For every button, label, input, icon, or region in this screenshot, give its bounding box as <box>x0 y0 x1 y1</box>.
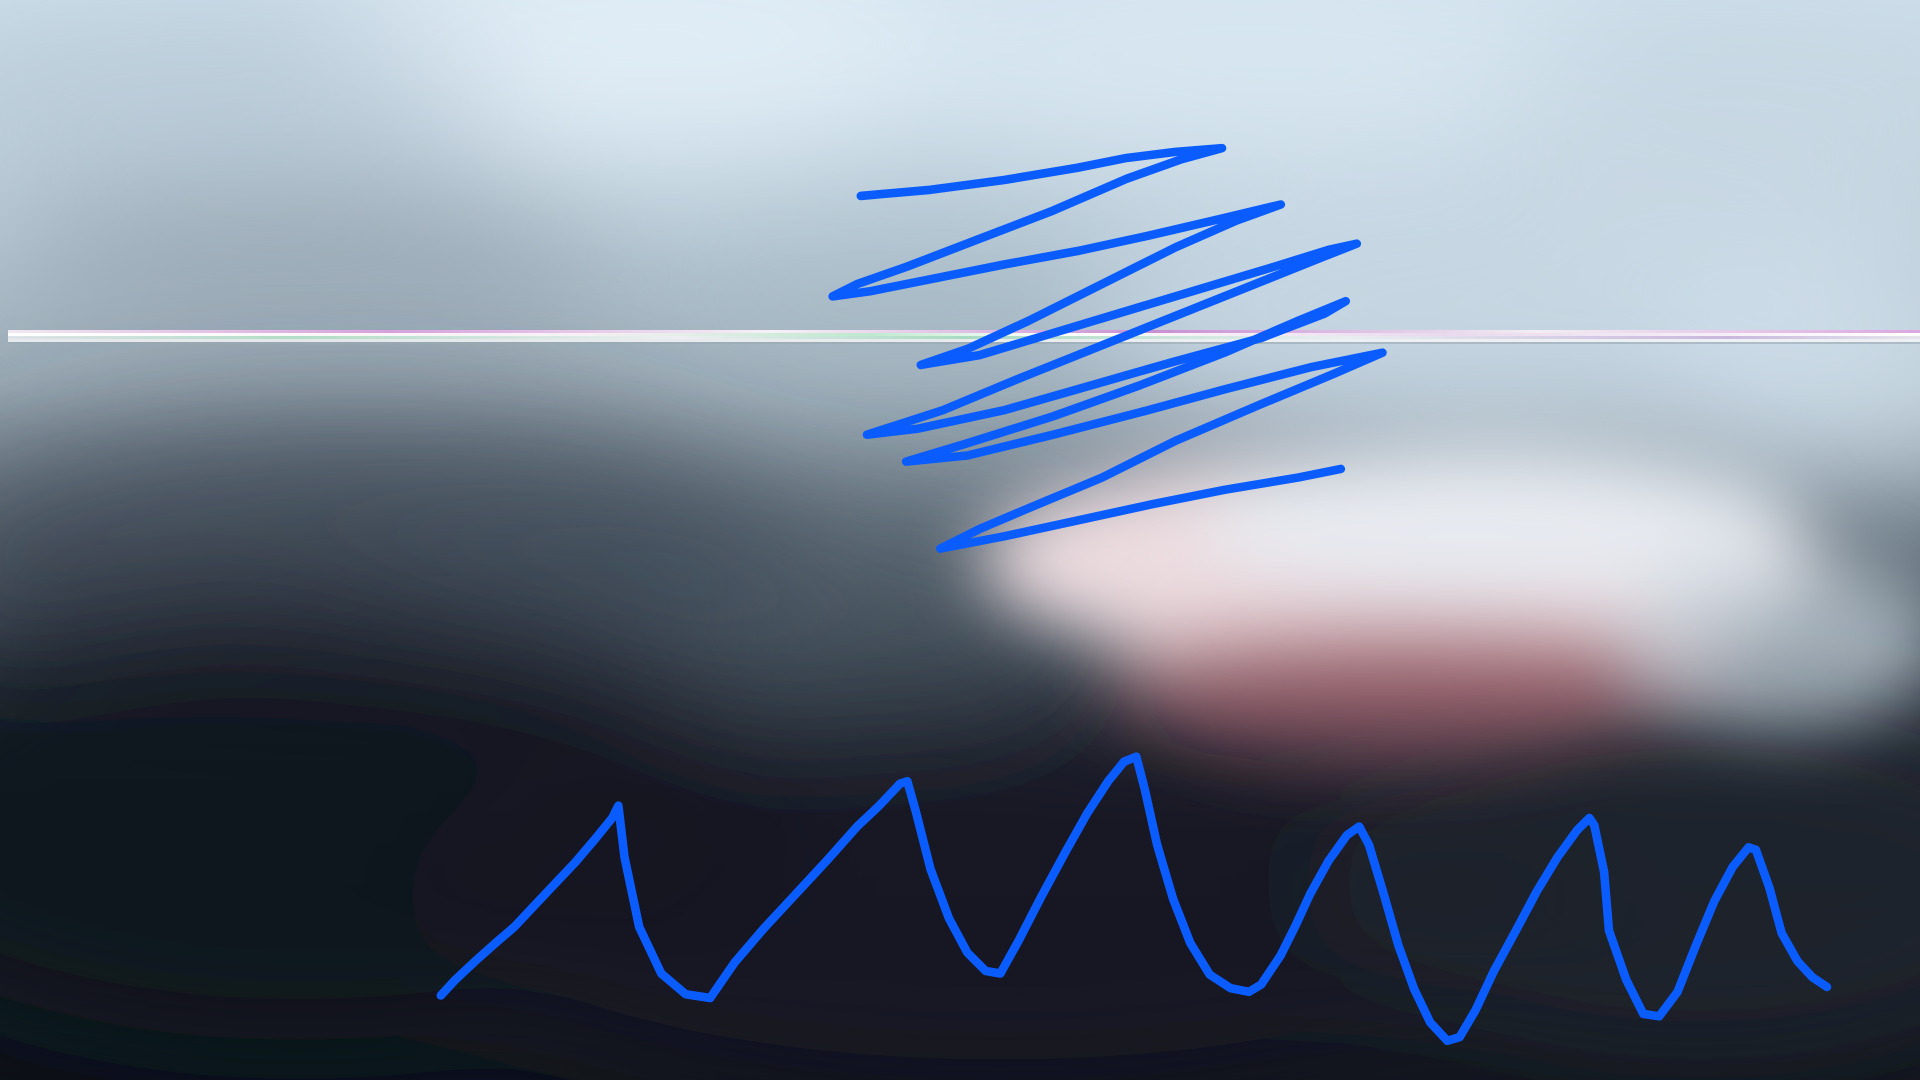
dark-ground <box>0 420 1920 1080</box>
zigzag-stroke <box>436 752 1832 1046</box>
sky-clouds <box>0 0 1920 480</box>
pink-glow <box>980 440 1920 770</box>
scribble-stroke <box>828 143 1387 553</box>
